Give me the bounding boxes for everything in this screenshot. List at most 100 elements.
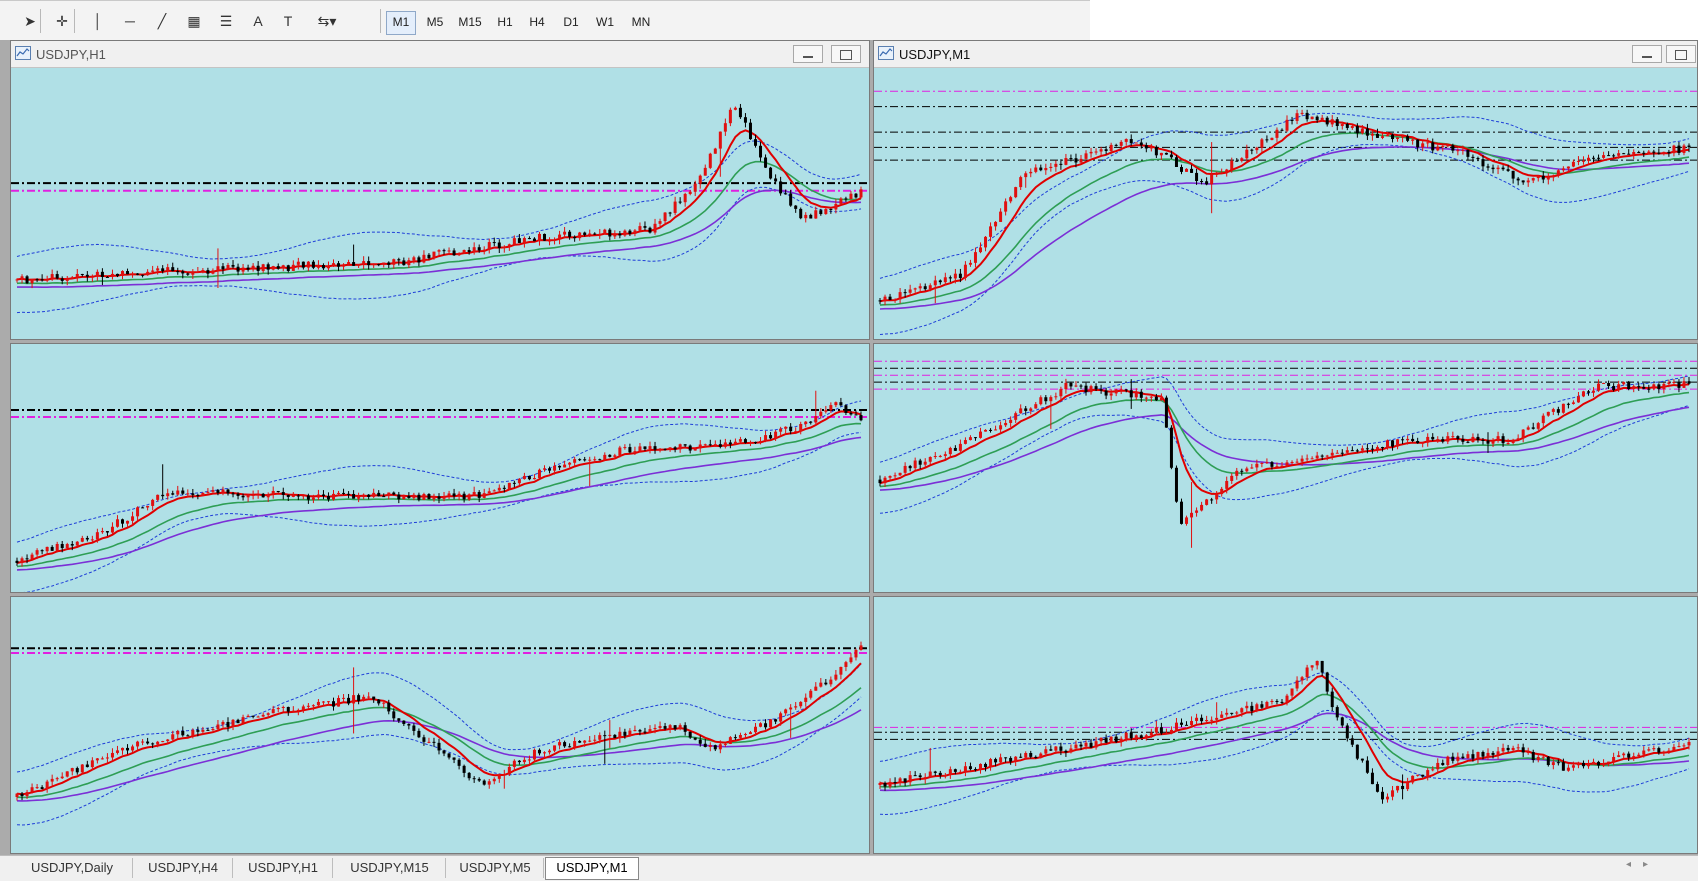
fibonacci-icon[interactable]: ☰ <box>219 12 233 29</box>
candle-body <box>1230 712 1234 714</box>
crosshair-icon[interactable]: ✛ <box>56 12 68 29</box>
window-titlebar[interactable]: USDJPY,M1 <box>874 41 1697 68</box>
candle <box>1285 693 1289 706</box>
timeframe-button-h4[interactable]: H4 <box>529 15 545 29</box>
candle <box>462 764 466 778</box>
candle-body <box>1597 383 1601 391</box>
horizontal-line-icon[interactable]: ─ <box>125 13 135 29</box>
candle-body <box>166 493 170 497</box>
price-chart[interactable] <box>11 344 869 592</box>
candle <box>548 749 552 755</box>
candle-body <box>623 447 627 449</box>
price-chart[interactable] <box>874 344 1697 592</box>
bollinger-band-line <box>879 709 1690 816</box>
candle-body <box>1335 707 1339 718</box>
chart-window-m1[interactable]: USDJPY,M1 <box>873 40 1698 340</box>
price-chart[interactable] <box>874 597 1697 853</box>
candle-body <box>819 411 823 417</box>
candle <box>497 773 501 783</box>
candle <box>1481 750 1485 760</box>
arrows-dropdown-icon[interactable]: ⇆▾ <box>317 12 337 29</box>
candle-body <box>703 444 707 446</box>
candle-body <box>497 242 501 248</box>
candle <box>1566 166 1570 173</box>
candle-body <box>1682 745 1686 747</box>
candle <box>1250 148 1254 155</box>
candle-body <box>653 728 657 730</box>
chart-tab[interactable]: USDJPY,M5 <box>447 858 544 878</box>
candle-body <box>754 139 757 146</box>
candle-body <box>829 208 833 210</box>
chart-window[interactable] <box>873 596 1698 854</box>
candle <box>1461 435 1465 445</box>
chart-tab[interactable]: USDJPY,H1 <box>234 858 333 878</box>
candle-body <box>1275 466 1279 468</box>
price-chart[interactable] <box>11 597 869 853</box>
timeframe-button-mn[interactable]: MN <box>631 15 651 29</box>
trendline-icon[interactable]: ╱ <box>157 12 167 29</box>
candle <box>1250 463 1254 469</box>
chart-window-h1[interactable]: USDJPY,H1 <box>10 40 870 340</box>
candle <box>1280 128 1284 132</box>
candle-body <box>316 701 320 706</box>
candle <box>60 540 64 553</box>
vertical-line-icon[interactable]: │ <box>93 13 103 29</box>
price-chart[interactable] <box>874 68 1697 339</box>
text-icon[interactable]: A <box>253 13 263 29</box>
candle-body <box>713 444 717 446</box>
candle-body <box>638 730 642 732</box>
candle-body <box>1597 761 1601 766</box>
candle-body <box>1014 413 1018 420</box>
candle-body <box>1486 752 1490 757</box>
cursor-arrow-icon[interactable]: ➤ <box>24 12 36 29</box>
timeframe-button-d1[interactable]: D1 <box>563 15 579 29</box>
price-chart[interactable] <box>11 68 869 339</box>
candle-body <box>1421 442 1425 444</box>
chart-window[interactable] <box>10 343 870 593</box>
equidistant-channel-icon[interactable]: ▦ <box>187 12 201 29</box>
candle <box>1471 433 1475 443</box>
candle <box>663 722 667 731</box>
candle <box>1169 150 1173 159</box>
candle-body <box>1466 441 1470 443</box>
timeframe-button-w1[interactable]: W1 <box>596 15 614 29</box>
candle-body <box>759 440 763 443</box>
tab-scroll-arrows-icon[interactable]: ◂▸ <box>1625 859 1660 870</box>
window-titlebar[interactable]: USDJPY,H1 <box>11 41 869 68</box>
chart-tab[interactable]: USDJPY,Daily <box>12 858 133 878</box>
candle-body <box>553 745 557 751</box>
chart-tab[interactable]: USDJPY,M1 <box>545 857 639 880</box>
minimize-button[interactable] <box>793 45 823 63</box>
candle <box>1386 793 1390 803</box>
candle <box>748 118 752 140</box>
timeframe-button-m1[interactable]: M1 <box>386 11 416 35</box>
candle-body <box>1124 139 1128 142</box>
timeframe-button-h1[interactable]: H1 <box>497 15 513 29</box>
candle <box>643 446 647 452</box>
candle <box>1592 387 1596 397</box>
candle-body <box>1225 712 1229 715</box>
candle-body <box>1360 448 1364 451</box>
timeframe-button-m5[interactable]: M5 <box>426 15 444 29</box>
candle <box>789 189 793 207</box>
candle-body <box>1506 747 1510 751</box>
chart-window[interactable] <box>10 596 870 854</box>
candle-body <box>1144 397 1148 399</box>
chart-window[interactable] <box>873 343 1698 593</box>
candle-body <box>1597 157 1601 159</box>
timeframe-button-m15[interactable]: M15 <box>458 15 482 29</box>
candle-body <box>517 238 521 243</box>
candle-body <box>698 739 702 744</box>
candle <box>834 401 838 408</box>
minimize-button[interactable] <box>1632 45 1662 63</box>
text-label-icon[interactable]: T <box>283 13 293 29</box>
candle <box>903 289 907 298</box>
restore-button[interactable] <box>831 45 861 63</box>
candle-body <box>1587 157 1591 161</box>
chart-tab[interactable]: USDJPY,H4 <box>134 858 233 878</box>
candle-body <box>256 493 260 495</box>
chart-tab[interactable]: USDJPY,M15 <box>334 858 446 878</box>
candle-body <box>1652 384 1656 389</box>
restore-button[interactable] <box>1666 45 1696 63</box>
candle <box>1396 137 1400 142</box>
